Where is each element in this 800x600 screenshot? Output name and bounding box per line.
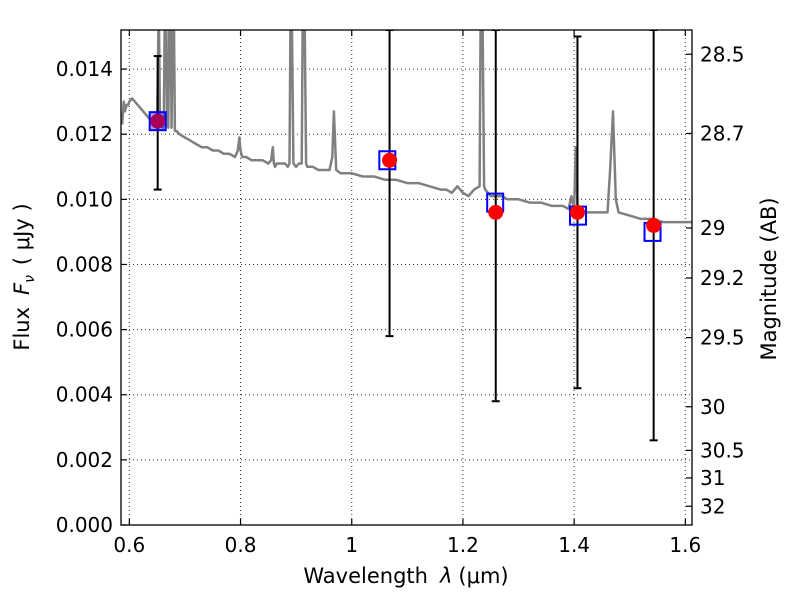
observed-point xyxy=(382,152,398,168)
x-tick-label: 1.6 xyxy=(669,533,701,557)
observed-point xyxy=(569,204,585,220)
x-tick-label: 0.8 xyxy=(225,533,257,557)
mag-tick-label: 29.2 xyxy=(700,266,745,290)
y-axis-label: FluxFν( μJy ) xyxy=(10,203,38,350)
grid-lines xyxy=(121,30,692,526)
observed-point xyxy=(488,204,504,220)
x-tick-label: 1.4 xyxy=(558,533,590,557)
model-point xyxy=(148,111,167,132)
mag-tick-label: 29 xyxy=(700,216,725,240)
mag-tick-label: 30.5 xyxy=(700,438,745,462)
y-tick-label: 0.004 xyxy=(56,383,113,407)
mag-tick-label: 29.5 xyxy=(700,326,745,350)
y-tick-label: 0.010 xyxy=(56,187,113,211)
y-tick-label: 0.014 xyxy=(56,57,113,81)
y2-axis-label: Magnitude (AB) xyxy=(757,197,781,360)
y-tick-label: 0.000 xyxy=(56,513,113,537)
mag-tick-label: 28.7 xyxy=(700,121,745,145)
mag-tick-label: 28.5 xyxy=(700,42,745,66)
plot-frame xyxy=(120,29,693,526)
y-tick-label: 0.002 xyxy=(56,448,113,472)
sed-line xyxy=(121,30,692,224)
y-tick-label: 0.012 xyxy=(56,122,113,146)
tick-labels: 0.6 0.8 1 1.2 1.4 1.6 0.000 0.002 0.004 0.006 0.00… xyxy=(56,42,745,557)
x-tick-label: 1 xyxy=(345,533,358,557)
data-layer xyxy=(121,30,692,442)
y-tick-label: 0.006 xyxy=(56,318,113,342)
mag-tick-label: 30 xyxy=(700,395,725,419)
x-axis-label: Wavelength λ (μm) xyxy=(303,564,508,588)
observed-point xyxy=(150,113,166,129)
x-tick-label: 0.6 xyxy=(113,533,145,557)
observed-point xyxy=(646,217,662,233)
tick-marks xyxy=(121,30,692,526)
mag-tick-label: 32 xyxy=(700,494,725,518)
mag-tick-label: 31 xyxy=(700,466,725,490)
y-tick-label: 0.008 xyxy=(56,252,113,276)
model-point-overlay xyxy=(149,112,166,131)
x-tick-label: 1.2 xyxy=(447,533,479,557)
